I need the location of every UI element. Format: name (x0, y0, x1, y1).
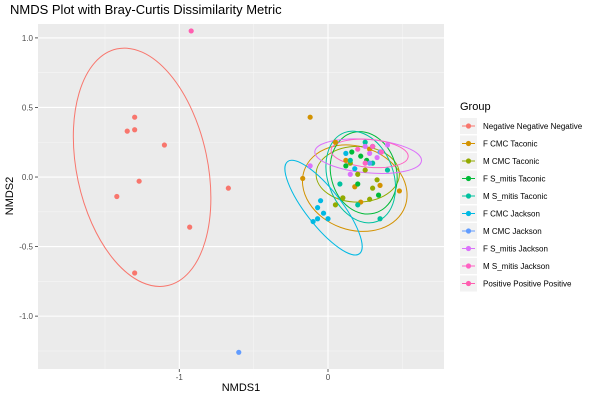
data-point (187, 224, 193, 230)
legend-label: M S_mitis Jackson (483, 262, 550, 271)
legend-key-point (465, 140, 472, 147)
legend-key-point (465, 193, 472, 199)
legend-label: Negative Negative Negative (483, 122, 583, 131)
data-point (352, 166, 358, 172)
plot-panel (38, 24, 444, 369)
data-point (124, 128, 130, 134)
legend-key-point (465, 123, 472, 129)
points-layer (114, 28, 402, 355)
data-point (188, 28, 194, 34)
data-point (337, 181, 343, 187)
y-tick-label: -0.5 (19, 243, 33, 252)
legend: Group Negative Negative Negative F CMC Ta… (460, 101, 583, 292)
data-point (114, 193, 120, 200)
legend-label: Positive Positive Positive (483, 280, 572, 289)
data-point (320, 210, 327, 216)
legend-key-point (465, 228, 472, 234)
legend-key-point (465, 175, 472, 182)
legend-label: M CMC Jackson (483, 227, 542, 236)
data-point (370, 143, 376, 150)
legend-key-point (465, 210, 472, 217)
data-point (332, 139, 339, 145)
y-axis-title: NMDS2 (4, 177, 16, 216)
y-tick-label: 1.0 (22, 34, 34, 43)
y-axis-ticks: -1.0 -0.5 0.0 0.5 1.0 (19, 34, 38, 321)
x-axis-ticks: -1 0 (176, 369, 331, 382)
data-point (136, 178, 142, 184)
y-tick-label: 0.0 (22, 173, 34, 182)
data-point (132, 127, 138, 133)
data-point (347, 157, 353, 163)
data-point (307, 114, 313, 120)
legend-items: Negative Negative Negative F CMC Taconic M… (460, 118, 583, 292)
legend-label: F S_mitis Taconic (483, 175, 546, 184)
data-point (307, 163, 313, 169)
chart-title: NMDS Plot with Bray-Curtis Dissimilarity… (10, 2, 282, 17)
legend-label: M CMC Taconic (483, 157, 539, 166)
data-point (384, 167, 391, 173)
data-point (384, 142, 391, 148)
data-point (377, 182, 383, 188)
data-point (355, 202, 361, 208)
data-point (325, 216, 331, 222)
data-point (362, 160, 368, 166)
legend-key-point (465, 158, 472, 164)
data-point (362, 167, 368, 173)
data-point (132, 270, 138, 276)
y-tick-label: -1.0 (19, 312, 33, 321)
data-point (300, 175, 306, 182)
group-ellipse (284, 159, 363, 256)
data-point (355, 171, 361, 177)
legend-label: F CMC Jackson (483, 210, 540, 219)
legend-label: F CMC Taconic (483, 140, 538, 149)
data-point (314, 216, 321, 222)
x-axis-title: NMDS1 (222, 382, 261, 394)
legend-title: Group (460, 101, 491, 113)
grid-major (38, 24, 444, 369)
data-point (375, 192, 382, 198)
data-point (377, 216, 383, 222)
data-point (396, 188, 402, 194)
data-point (367, 196, 373, 202)
data-point (347, 171, 353, 177)
data-point (355, 181, 361, 187)
legend-label: M S_mitis Taconic (483, 192, 547, 201)
data-point (161, 142, 168, 148)
data-point (370, 185, 376, 191)
legend-label: F S_mitis Jackson (483, 245, 548, 254)
data-point (362, 139, 368, 145)
data-point (358, 153, 364, 159)
data-point (332, 202, 339, 208)
data-point (236, 349, 242, 355)
group-ellipse (325, 130, 396, 224)
legend-key-point (465, 245, 472, 252)
data-point (132, 114, 138, 120)
data-point (317, 198, 324, 204)
data-point (343, 150, 349, 156)
data-point (374, 177, 380, 183)
data-point (343, 157, 349, 163)
data-point (349, 149, 355, 155)
data-point (367, 160, 373, 166)
data-point (310, 218, 316, 225)
legend-key-point (465, 280, 472, 287)
legend-key-point (465, 263, 472, 269)
data-point (343, 163, 349, 169)
data-point (362, 143, 368, 150)
x-tick-label: -1 (176, 373, 184, 382)
data-point (374, 154, 380, 161)
data-point (378, 149, 385, 155)
group-ellipse (330, 138, 409, 169)
data-point (355, 146, 361, 152)
group-ellipse (72, 47, 212, 287)
group-ellipse (329, 131, 398, 215)
x-tick-label: 0 (326, 373, 331, 382)
data-point (340, 195, 346, 201)
data-point (225, 185, 231, 191)
y-tick-label: 0.5 (22, 103, 34, 112)
data-point (314, 205, 321, 211)
data-point (367, 150, 373, 156)
